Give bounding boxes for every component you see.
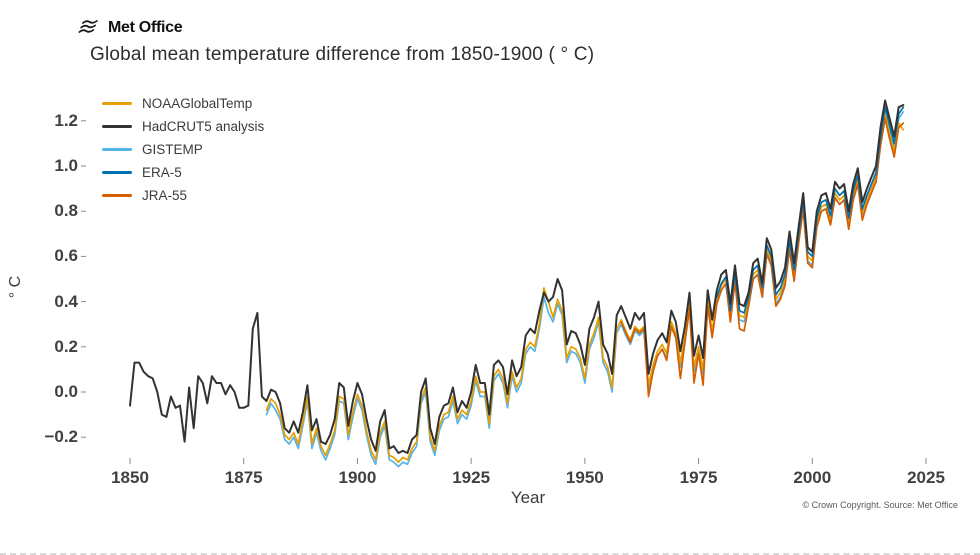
y-tick-label: 0.8 <box>54 201 78 221</box>
x-tick-label: 1850 <box>111 468 149 487</box>
legend-label: HadCRUT5 analysis <box>142 119 265 134</box>
legend-label: ERA-5 <box>142 165 182 180</box>
series-line-gistemp <box>265 110 905 468</box>
y-tick-label: 0.4 <box>54 291 78 311</box>
x-tick-label: 1975 <box>679 468 718 487</box>
series-line-era-5 <box>715 106 905 314</box>
y-tick-label: −0.2 <box>44 427 78 447</box>
y-tick-label: 0.0 <box>54 382 78 401</box>
y-tick-label: 0.6 <box>54 246 78 266</box>
brand-text: Met Office <box>108 19 183 36</box>
series-line-jra-55 <box>620 117 905 398</box>
legend-item-gistemp: GISTEMP <box>102 138 264 161</box>
legend-item-jra55: JRA-55 <box>102 184 264 207</box>
x-tick-label: 1950 <box>565 468 604 487</box>
y-tick-label: 1.2 <box>54 110 78 130</box>
legend-label: GISTEMP <box>142 142 203 157</box>
met-office-logo: Met Office <box>78 18 183 38</box>
x-axis-label: Year <box>510 488 546 507</box>
waves-icon <box>78 20 98 33</box>
legend-swatch <box>102 148 132 151</box>
y-tick-label: 1.0 <box>54 156 78 175</box>
legend-swatch <box>102 171 132 174</box>
x-tick-label: 2000 <box>793 468 832 487</box>
legend-swatch <box>102 194 132 197</box>
x-tick-label: 1875 <box>224 468 263 487</box>
chart-title: Global mean temperature difference from … <box>90 44 595 65</box>
copyright-text: © Crown Copyright. Source: Met Office <box>802 500 958 510</box>
series-line-hadcrut5-analysis <box>129 99 905 454</box>
x-tick-label: 1925 <box>452 468 491 487</box>
legend-item-hadcrut5: HadCRUT5 analysis <box>102 115 264 138</box>
legend-swatch <box>102 125 132 128</box>
legend-item-noaa: NOAAGlobalTemp <box>102 92 264 115</box>
legend-swatch <box>102 102 132 105</box>
x-tick-label: 1900 <box>338 468 377 487</box>
legend: NOAAGlobalTemp HadCRUT5 analysis GISTEMP… <box>102 92 264 207</box>
legend-label: NOAAGlobalTemp <box>142 96 253 111</box>
y-tick-label: 0.2 <box>54 336 78 356</box>
x-tick-label: 2025 <box>907 468 945 487</box>
series-line-noaaglobaltemp <box>265 113 905 463</box>
legend-item-era5: ERA-5 <box>102 161 264 184</box>
legend-label: JRA-55 <box>142 188 188 203</box>
